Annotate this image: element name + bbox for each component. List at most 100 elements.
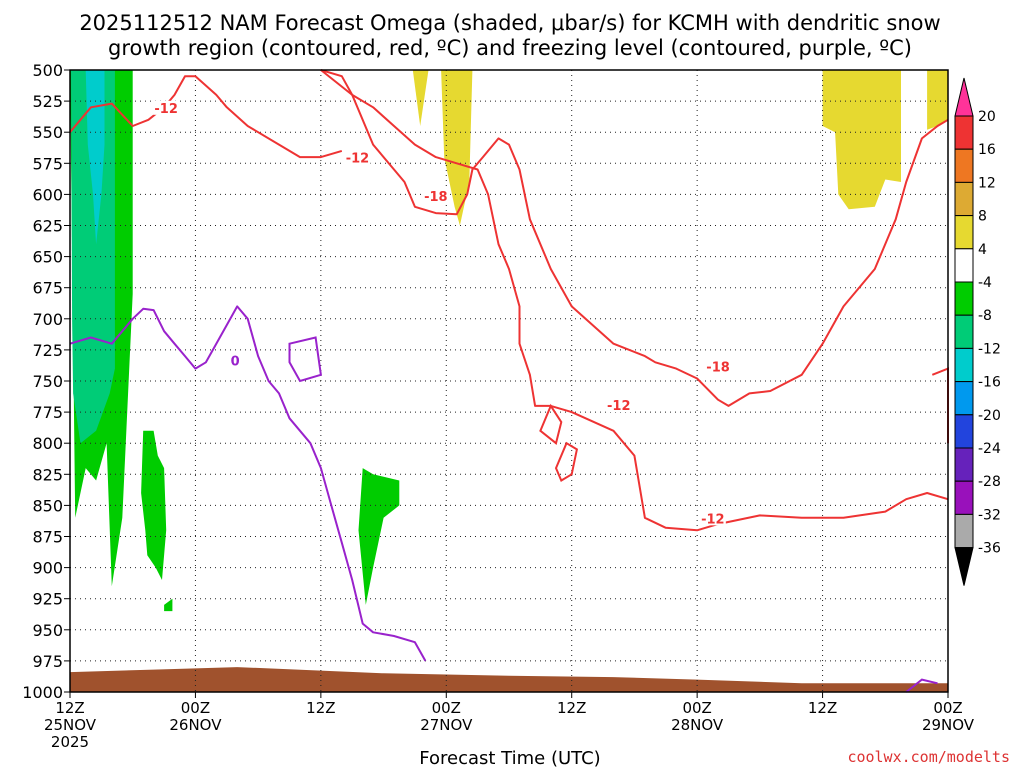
colorbar: 20 16 12 8 4 -4 -8 -12 -16 -20 -24 -28 -32 -36 <box>954 77 1001 586</box>
colorbar-label-9: -20 <box>978 408 1001 424</box>
contour-label-1: -12 <box>346 152 370 167</box>
colorbar-bin-9 <box>954 381 974 416</box>
dgz-contour-2 <box>320 69 949 407</box>
y-tick-label-1000: 1000 <box>22 683 63 702</box>
contour-label-bg-1 <box>344 150 371 165</box>
x-tick-label-1-2: 26NOV <box>169 716 222 734</box>
colorbar-bin-3 <box>954 181 974 217</box>
y-tick-label-950: 950 <box>32 621 63 640</box>
colorbar-bin-8 <box>954 347 974 383</box>
x-tick-label-3-1: 00Z <box>432 699 461 717</box>
contour-label-bg-2 <box>422 189 449 204</box>
x-tick-label-5-2: 28NOV <box>671 716 724 734</box>
contour-label-4: -18 <box>706 361 730 376</box>
omega-region-7 <box>441 70 473 226</box>
y-tick-label-675: 675 <box>32 279 63 298</box>
omega-region-9 <box>927 70 948 130</box>
colorbar-bin-1 <box>954 115 974 150</box>
dgz-contour-1 <box>320 69 949 532</box>
contour-label-5: -12 <box>701 512 725 527</box>
x-tick-label-7-2: 29NOV <box>922 716 975 734</box>
chart-title-line2: growth region (contoured, red, ºC) and f… <box>108 36 912 60</box>
colorbar-label-0: 20 <box>978 109 996 125</box>
y-tick-label-975: 975 <box>32 652 63 671</box>
y-tick-label-700: 700 <box>32 310 63 329</box>
x-tick-label-0-1: 12Z <box>55 699 84 717</box>
y-tick-label-650: 650 <box>32 248 63 267</box>
x-tick-label-0-3: 2025 <box>51 733 89 751</box>
y-tick-label-725: 725 <box>32 341 63 360</box>
contour-label-bg-4 <box>705 359 732 374</box>
omega-region-10 <box>70 667 948 692</box>
colorbar-bin-11 <box>954 447 974 482</box>
omega-region-2 <box>85 70 105 245</box>
omega-region-6 <box>412 70 429 126</box>
colorbar-bin-5 <box>954 248 974 283</box>
y-tick-label-825: 825 <box>32 465 63 484</box>
contour-label-3: -12 <box>607 399 631 414</box>
colorbar-bin-4 <box>954 215 974 250</box>
contour-label-bg-6 <box>222 353 249 368</box>
x-tick-label-3-2: 27NOV <box>420 716 473 734</box>
y-tick-label-925: 925 <box>32 590 63 609</box>
contour-label-6: 0 <box>231 354 240 369</box>
y-tick-label-800: 800 <box>32 434 63 453</box>
dgz-contour-0 <box>69 75 343 159</box>
y-tick-label-575: 575 <box>32 154 63 173</box>
y-tick-label-550: 550 <box>32 123 63 142</box>
y-tick-label-500: 500 <box>32 61 63 80</box>
y-tick-label-850: 850 <box>32 496 63 515</box>
y-tick-label-600: 600 <box>32 185 63 204</box>
colorbar-label-12: -32 <box>978 507 1001 523</box>
contour-label-bg-3 <box>605 398 632 413</box>
y-tick-label-750: 750 <box>32 372 63 391</box>
y-tick-label-875: 875 <box>32 528 63 547</box>
colorbar-label-5: -4 <box>978 275 992 291</box>
omega-region-4 <box>164 598 173 612</box>
freezing-level-contour <box>69 305 427 662</box>
omega-region-5 <box>358 468 400 605</box>
x-tick-label-0-2: 25NOV <box>44 716 97 734</box>
y-tick-label-900: 900 <box>32 559 63 578</box>
colorbar-label-3: 8 <box>978 209 987 225</box>
x-axis-label: Forecast Time (UTC) <box>419 748 600 768</box>
x-tick-label-4-1: 12Z <box>557 699 586 717</box>
omega-region-3 <box>141 430 167 580</box>
x-tick-label-2-1: 12Z <box>306 699 335 717</box>
omega-region-1 <box>71 70 115 444</box>
colorbar-bin-2 <box>954 148 974 183</box>
plot-background <box>70 70 948 692</box>
plot-area: 500 525 550 575 600 625 650 675 700 725 750 775 800 8… <box>22 61 975 751</box>
colorbar-label-10: -24 <box>978 441 1001 457</box>
plot-frame <box>69 69 949 693</box>
freezing-level-island <box>288 336 323 383</box>
colorbar-label-6: -8 <box>978 308 992 324</box>
contour-label-bg-0 <box>153 100 180 115</box>
contour-label-bg-5 <box>699 511 726 526</box>
contour-label-2: -18 <box>424 190 448 205</box>
colorbar-label-2: 12 <box>978 175 996 191</box>
colorbar-label-7: -12 <box>978 341 1001 357</box>
x-tick-label-7-1: 00Z <box>933 699 962 717</box>
colorbar-bin-7 <box>954 314 974 349</box>
colorbar-bin-12 <box>954 480 974 515</box>
dgz-contour-island-2 <box>554 441 579 482</box>
credit-text: coolwx.com/modelts <box>847 748 1010 766</box>
x-tick-label-5-1: 00Z <box>682 699 711 717</box>
dgz-contour-island-1 <box>539 403 563 445</box>
colorbar-label-8: -16 <box>978 375 1001 391</box>
colorbar-label-1: 16 <box>978 142 996 158</box>
colorbar-label-4: 4 <box>978 242 987 258</box>
colorbar-label-11: -28 <box>978 474 1001 490</box>
y-tick-label-775: 775 <box>32 403 63 422</box>
freezing-level-edge <box>905 678 938 693</box>
colorbar-label-13: -36 <box>978 541 1001 557</box>
colorbar-bin-13 <box>954 513 974 549</box>
colorbar-bin-10 <box>954 414 974 449</box>
y-tick-label-625: 625 <box>32 217 63 236</box>
x-tick-label-6-1: 12Z <box>808 699 837 717</box>
x-tick-label-1-1: 00Z <box>181 699 210 717</box>
colorbar-top-triangle <box>954 77 974 117</box>
chart-title-line1: 2025112512 NAM Forecast Omega (shaded, μ… <box>79 11 940 35</box>
